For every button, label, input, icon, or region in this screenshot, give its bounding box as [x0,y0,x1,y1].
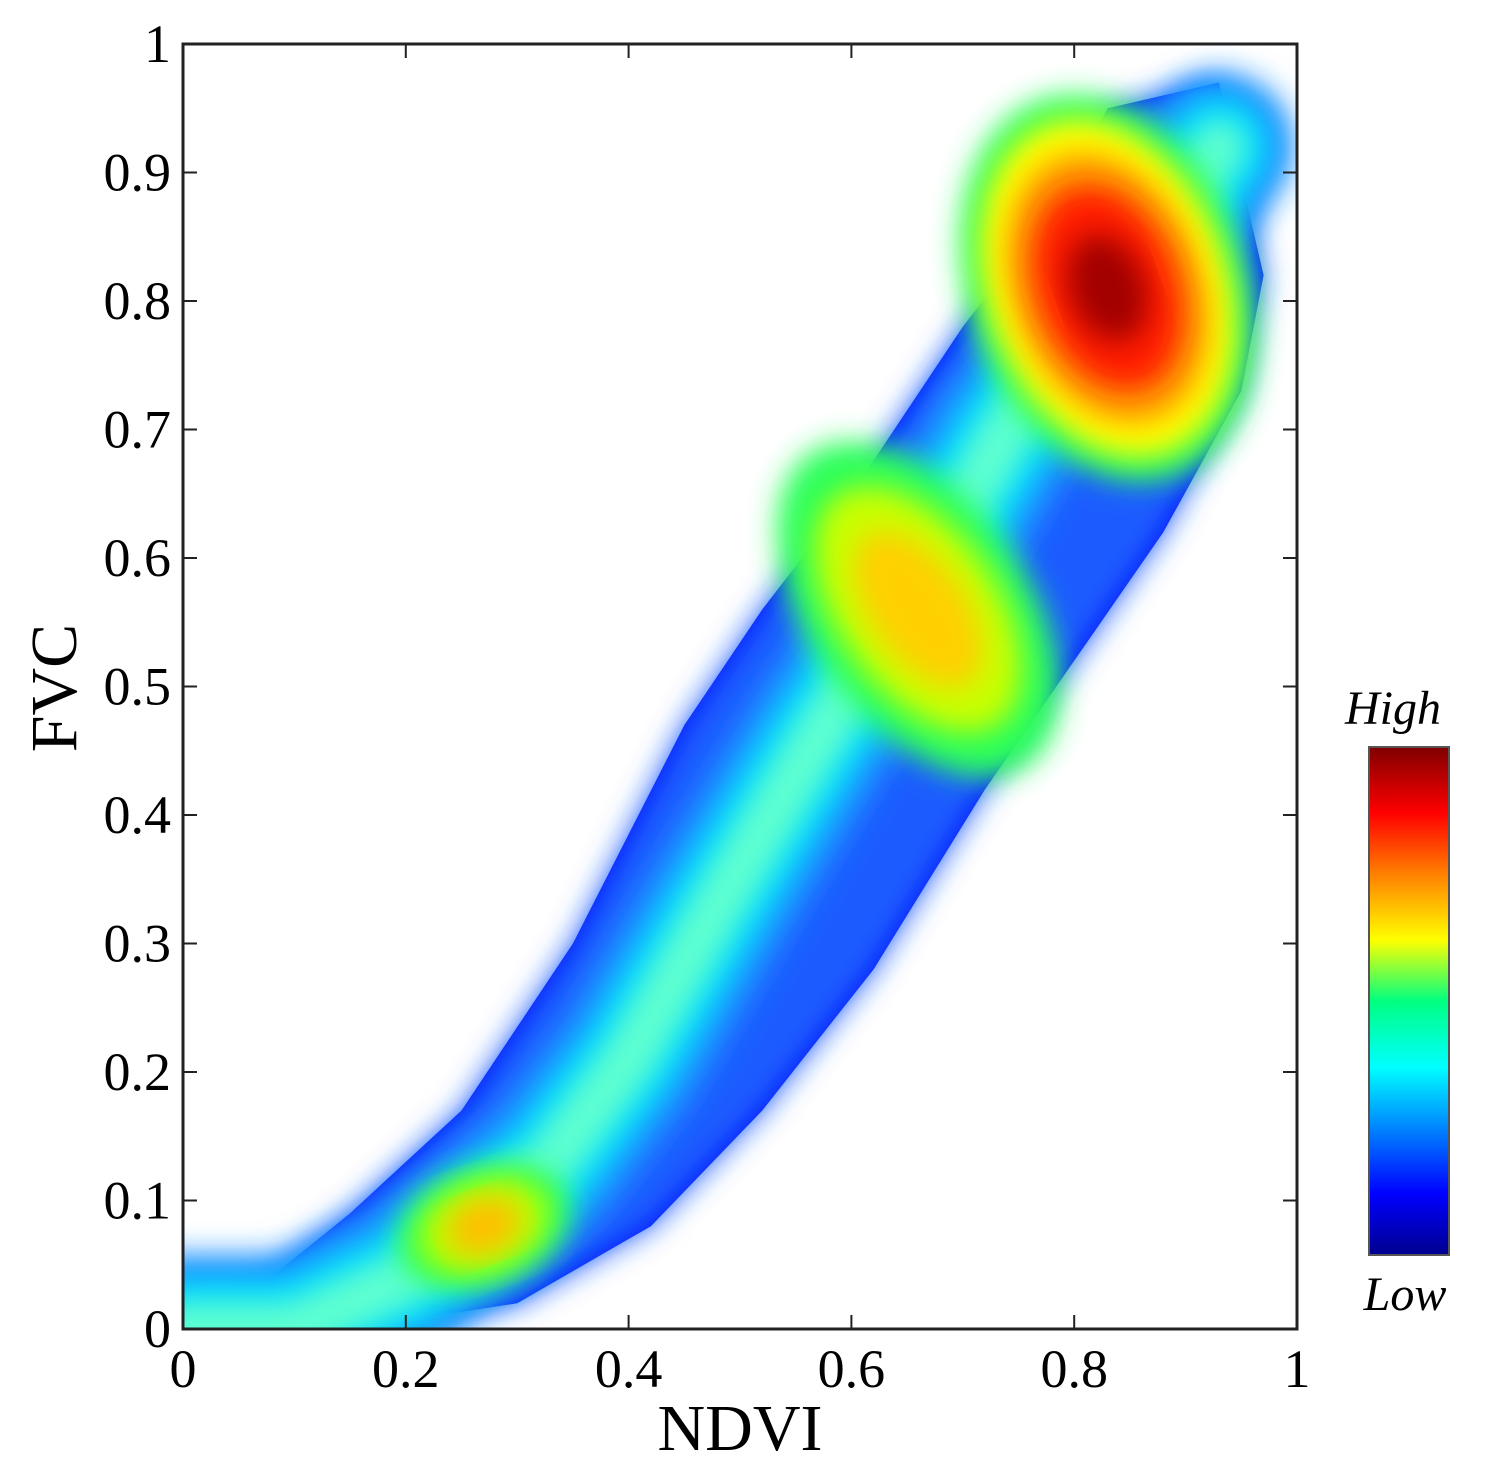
colorbar-low-label: Low [1363,1268,1447,1321]
axes: 0 0.2 0.4 0.6 0.8 1 0 0.1 0.2 0.3 0.4 0.5 0.6 0.7 0.8 0… [104,14,1311,1399]
x-tick-label: 1 [1284,1339,1311,1399]
y-tick-label: 0.3 [104,914,172,974]
y-tick-label: 0.9 [104,143,172,203]
y-tick-label: 0.8 [104,271,172,331]
colorbar-high-label: High [1344,682,1441,735]
colorbar: High Low [1344,682,1450,1321]
density-peak-1-level-5 [1067,234,1148,342]
y-tick-label: 0.6 [104,528,172,588]
y-tick-label: 0.4 [104,785,172,845]
x-tick-label: 0.6 [818,1339,886,1399]
density-cloud [183,71,1294,1329]
x-tick-label: 0.4 [595,1339,663,1399]
y-tick-label: 0.7 [104,400,172,460]
density-peak-3-level-3 [446,1196,521,1256]
density-peak-2-level-3 [853,530,984,689]
x-axis-title: NDVI [658,1392,823,1465]
y-tick-label: 0.5 [104,657,172,717]
x-tick-label: 0.2 [372,1339,440,1399]
y-tick-label: 1 [144,14,171,74]
x-tick-label: 0 [170,1339,197,1399]
y-tick-label: 0.2 [104,1042,172,1102]
y-tick-label: 0.1 [104,1171,172,1231]
colorbar-gradient [1368,746,1450,1256]
y-axis-title: FVC [18,624,91,752]
x-tick-label: 0.8 [1040,1339,1108,1399]
y-tick-label: 0 [144,1299,171,1359]
